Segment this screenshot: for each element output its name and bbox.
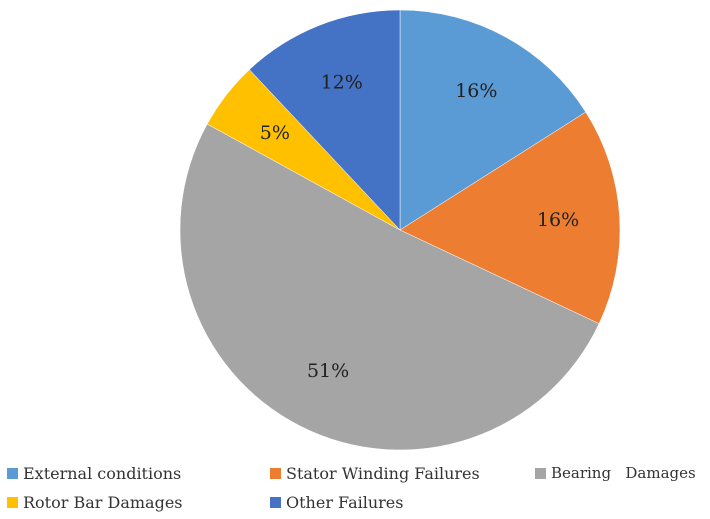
chart-legend: External conditions Stator Winding Failu… xyxy=(7,462,707,514)
pie-slice-bearing-damages xyxy=(179,123,600,451)
pie-slices xyxy=(179,9,621,451)
legend-swatch-stator-winding-failures xyxy=(270,467,281,479)
pie-data-labels: 16% 16% 51% 5% 12% xyxy=(260,72,579,382)
legend-swatch-rotor-bar-damages xyxy=(7,496,18,508)
legend-label-rotor-bar-damages: Rotor Bar Damages xyxy=(23,492,183,512)
legend-swatch-other-failures xyxy=(270,496,281,508)
legend-item-stator-winding-failures: Stator Winding Failures xyxy=(270,462,480,484)
pie-slice-external-conditions xyxy=(399,9,587,231)
legend-label-other-failures: Other Failures xyxy=(286,492,404,512)
data-label-external-conditions: 16% xyxy=(455,80,497,102)
legend-label-bearing-damages: Bearing Damages xyxy=(551,464,696,482)
legend-swatch-external-conditions xyxy=(7,467,18,479)
data-label-rotor-bar-damages: 5% xyxy=(260,122,290,144)
pie-slice-other-failures xyxy=(249,9,401,231)
legend-label-external-conditions: External conditions xyxy=(23,463,182,483)
data-label-bearing-damages: 51% xyxy=(307,360,349,382)
legend-item-other-failures: Other Failures xyxy=(270,491,403,513)
data-label-other-failures: 12% xyxy=(321,72,363,94)
legend-swatch-bearing-damages xyxy=(535,467,546,479)
legend-label-stator-winding-failures: Stator Winding Failures xyxy=(286,463,480,483)
legend-item-bearing-damages: Bearing Damages xyxy=(535,462,696,484)
legend-item-external-conditions: External conditions xyxy=(7,462,181,484)
pie-slice-stator-winding-failures xyxy=(399,111,621,325)
data-label-stator-winding-failures: 16% xyxy=(537,209,579,231)
legend-item-rotor-bar-damages: Rotor Bar Damages xyxy=(7,491,183,513)
